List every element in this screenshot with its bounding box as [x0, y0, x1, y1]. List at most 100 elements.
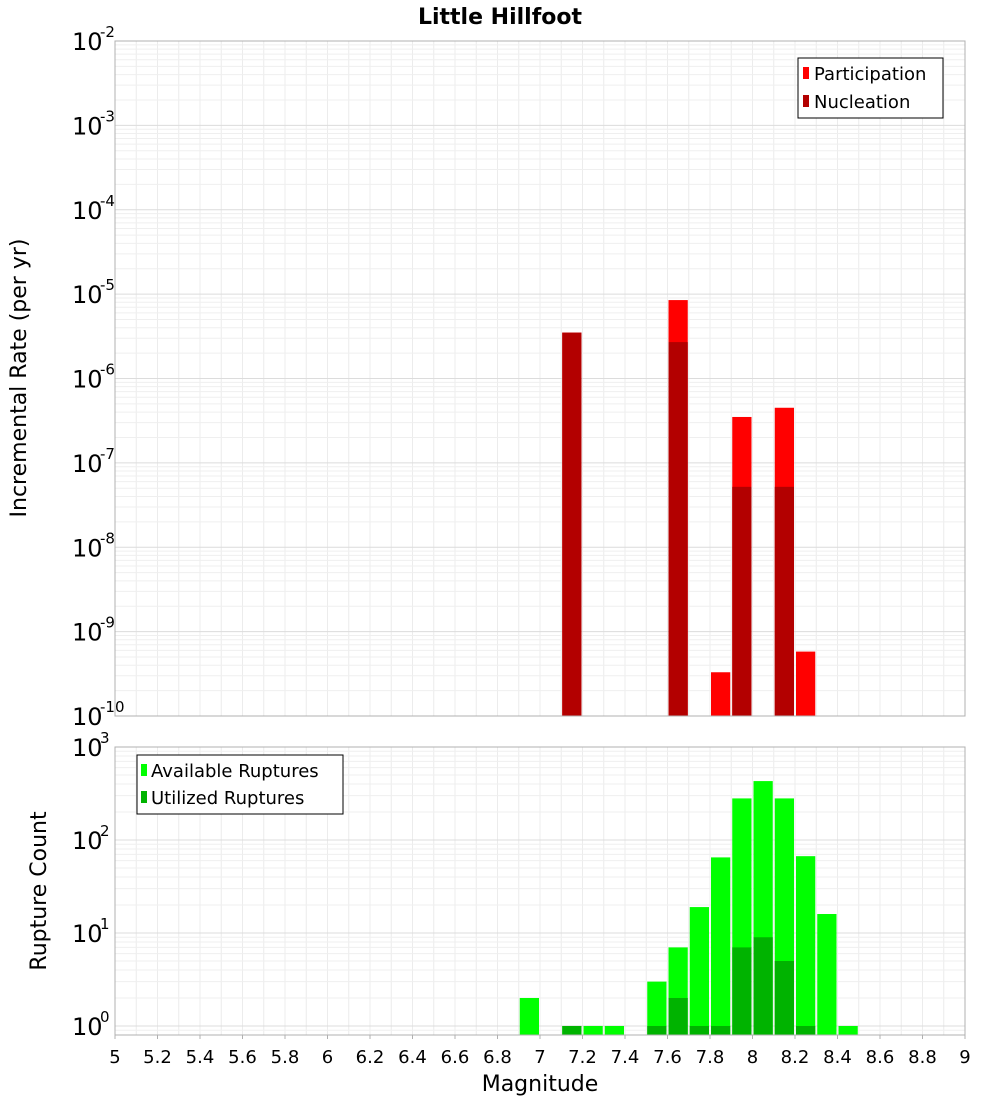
- bottom-y-tick: 101: [72, 915, 110, 948]
- x-tick-label: 5.2: [143, 1047, 172, 1068]
- top-bar-s0: [796, 651, 816, 716]
- bottom-bar-s1: [774, 960, 794, 1035]
- x-tick-label: 6.2: [356, 1047, 385, 1068]
- bottom-bar-s1: [711, 1025, 731, 1035]
- legend-swatch-available: [141, 764, 147, 776]
- chart-title: Little Hillfoot: [418, 5, 583, 30]
- top-y-tick-base: 10: [72, 112, 103, 140]
- bottom-bar-s1: [562, 1025, 582, 1035]
- x-tick-label: 5.8: [271, 1047, 300, 1068]
- x-tick-label: 5: [109, 1047, 120, 1068]
- x-tick-label: 6.8: [483, 1047, 512, 1068]
- top-bar-s1: [562, 332, 582, 716]
- top-y-tick-exponent: -7: [100, 445, 115, 463]
- top-legend-box: [797, 57, 944, 119]
- bottom-y-tick-exponent: 1: [100, 915, 110, 933]
- top-y-tick-base: 10: [72, 703, 103, 731]
- legend-swatch-participation: [803, 67, 809, 79]
- top-y-tick-base: 10: [72, 281, 103, 309]
- bottom-bar-s0: [604, 1025, 624, 1035]
- top-y-tick-base: 10: [72, 197, 103, 225]
- top-bar-s0: [711, 672, 731, 716]
- x-tick-label: 8.4: [823, 1047, 852, 1068]
- x-tick-label: 9: [959, 1047, 970, 1068]
- x-tick-label: 7: [534, 1047, 545, 1068]
- bottom-y-tick-exponent: 2: [100, 822, 110, 840]
- top-y-axis-label: Incremental Rate (per yr): [7, 239, 32, 518]
- top-y-tick-exponent: -10: [100, 698, 125, 716]
- bottom-y-tick-exponent: 3: [100, 729, 110, 747]
- top-y-tick: 10-8: [72, 529, 115, 562]
- legend-label-utilized: Utilized Ruptures: [151, 788, 304, 809]
- bottom-bars: [519, 781, 858, 1035]
- bottom-bar-s0: [519, 997, 539, 1035]
- x-tick-label: 6.4: [398, 1047, 427, 1068]
- top-bar-s1: [774, 486, 794, 716]
- bottom-y-tick: 102: [72, 822, 110, 855]
- bottom-bar-s1: [689, 1025, 709, 1035]
- legend-label-participation: Participation: [814, 64, 926, 85]
- top-y-tick: 10-10: [72, 698, 125, 731]
- x-tick-label: 6: [322, 1047, 333, 1068]
- legend-label-available: Available Ruptures: [151, 761, 319, 782]
- top-y-tick-exponent: -3: [100, 107, 115, 125]
- bottom-bar-s1: [668, 997, 688, 1035]
- bottom-bar-s0: [838, 1025, 858, 1035]
- bottom-y-tick-base: 10: [72, 734, 103, 762]
- bottom-y-tick-exponent: 0: [100, 1008, 110, 1026]
- top-y-tick-exponent: -4: [100, 192, 115, 210]
- top-bar-s1: [668, 342, 688, 716]
- bottom-bar-s1: [796, 1025, 816, 1035]
- top-y-tick-base: 10: [72, 534, 103, 562]
- top-y-tick-base: 10: [72, 28, 103, 56]
- bottom-bar-s1: [647, 1025, 667, 1035]
- top-y-tick-base: 10: [72, 450, 103, 478]
- top-y-tick-exponent: -8: [100, 529, 115, 547]
- x-tick-label: 8.2: [781, 1047, 810, 1068]
- x-tick-label: 8.8: [908, 1047, 937, 1068]
- top-y-tick: 10-4: [72, 192, 115, 225]
- legend-swatch-utilized: [141, 791, 147, 803]
- bottom-bar-s0: [817, 914, 837, 1035]
- top-plot-frame: [114, 40, 966, 717]
- x-tick-label: 7.4: [611, 1047, 640, 1068]
- bottom-grid: [114, 746, 966, 1036]
- x-tick-label: 6.6: [441, 1047, 470, 1068]
- legend-swatch-nucleation: [803, 95, 809, 107]
- bottom-y-axis-label: Rupture Count: [27, 811, 52, 971]
- top-y-tick: 10-7: [72, 445, 115, 478]
- bottom-y-tick: 100: [72, 1008, 110, 1041]
- x-tick-label: 8.6: [866, 1047, 895, 1068]
- bottom-y-tick-base: 10: [72, 827, 103, 855]
- bottom-bar-s0: [711, 857, 731, 1035]
- top-y-tick-exponent: -5: [100, 276, 115, 294]
- bottom-legend-box: [136, 754, 344, 815]
- top-bars: [562, 300, 816, 716]
- top-y-tick-exponent: -6: [100, 361, 115, 379]
- x-axis-label: Magnitude: [482, 1072, 599, 1097]
- bottom-bar-s0: [647, 981, 667, 1035]
- legend-label-nucleation: Nucleation: [814, 92, 910, 113]
- top-y-tick-base: 10: [72, 619, 103, 647]
- top-bar-s1: [732, 486, 752, 716]
- x-tick-label: 5.6: [228, 1047, 257, 1068]
- bottom-bar-s1: [732, 947, 752, 1035]
- top-y-tick: 10-5: [72, 276, 115, 309]
- top-y-tick: 10-6: [72, 361, 115, 394]
- top-y-tick: 10-3: [72, 107, 115, 140]
- x-tick-label: 7.2: [568, 1047, 597, 1068]
- top-y-tick: 10-2: [72, 23, 115, 56]
- top-y-tick-exponent: -9: [100, 614, 115, 632]
- top-y-tick-exponent: -2: [100, 23, 115, 41]
- x-tick-label: 8: [747, 1047, 758, 1068]
- bottom-bar-s1: [753, 937, 773, 1035]
- top-grid: [114, 40, 966, 717]
- x-ticks: 5 5.2 5.4 5.6 5.8 6 6.2 6.4 6.6 6.8 7 7.2 7.4 7.6 7.8 8…: [109, 1035, 971, 1068]
- x-tick-label: 7.6: [653, 1047, 682, 1068]
- top-y-tick: 10-9: [72, 614, 115, 647]
- bottom-bar-s0: [689, 907, 709, 1035]
